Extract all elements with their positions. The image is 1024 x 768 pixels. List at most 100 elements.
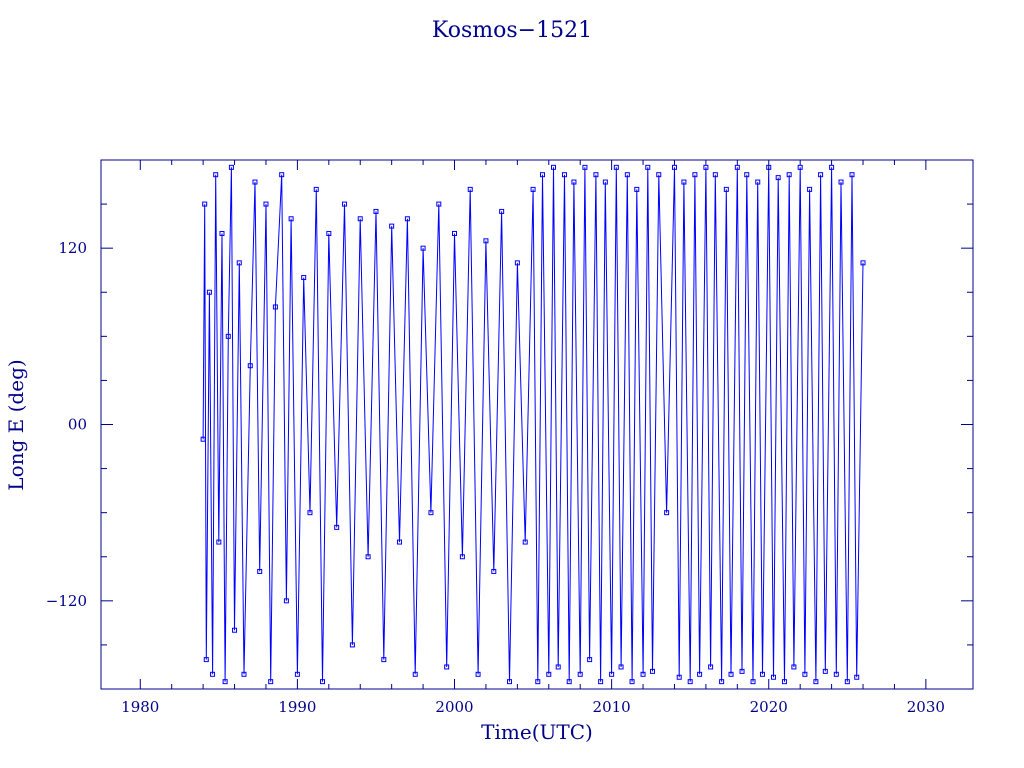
data-point-marker (813, 679, 819, 685)
data-point-marker (618, 664, 624, 670)
data-point-marker (561, 172, 567, 178)
data-point-marker (755, 179, 761, 185)
data-point-marker (744, 172, 750, 178)
data-point-marker (546, 671, 552, 677)
data-point-marker (444, 664, 450, 670)
data-point-marker (283, 598, 289, 604)
data-point-marker (750, 679, 756, 685)
data-point-marker (200, 436, 206, 442)
data-point-marker (241, 671, 247, 677)
data-point-marker (467, 186, 473, 192)
x-tick-label: 2020 (750, 698, 788, 716)
data-point-marker (279, 172, 285, 178)
ticks-layer (101, 159, 973, 690)
data-point-marker (671, 164, 677, 170)
data-point-marker (213, 172, 219, 178)
data-point-marker (263, 201, 269, 207)
data-point-marker (491, 568, 497, 574)
data-point-marker (483, 238, 489, 244)
data-point-marker (708, 664, 714, 670)
data-point-marker (593, 172, 599, 178)
chart-title: Kosmos−1521 (432, 18, 592, 43)
x-tick-label: 2000 (435, 698, 473, 716)
data-point-marker (697, 671, 703, 677)
data-point-marker (232, 627, 238, 633)
data-point-marker (587, 657, 593, 663)
plot-area (200, 164, 866, 685)
data-point-marker (640, 671, 646, 677)
data-point-marker (649, 668, 655, 674)
data-point-marker (334, 524, 340, 530)
data-point-marker (428, 510, 434, 516)
data-point-marker (365, 554, 371, 560)
data-point-marker (397, 539, 403, 545)
data-point-marker (514, 260, 520, 266)
data-point-marker (294, 671, 300, 677)
data-point-marker (781, 679, 787, 685)
data-point-marker (609, 671, 615, 677)
data-point-marker (210, 671, 216, 677)
data-point-marker (833, 671, 839, 677)
x-tick-label: 2010 (593, 698, 631, 716)
y-tick-label: 00 (68, 416, 87, 434)
data-point-marker (712, 172, 718, 178)
data-point-marker (550, 164, 556, 170)
data-point-marker (272, 304, 278, 310)
data-point-marker (739, 668, 745, 674)
data-point-marker (860, 260, 866, 266)
data-point-marker (452, 230, 458, 236)
data-point-marker (598, 679, 604, 685)
data-point-marker (420, 245, 426, 251)
data-point-marker (459, 554, 465, 560)
data-point-marker (389, 223, 395, 229)
data-point-marker (854, 674, 860, 680)
data-point-marker (829, 164, 835, 170)
x-tick-label: 2030 (907, 698, 945, 716)
data-point-marker (838, 179, 844, 185)
x-tick-label: 1980 (121, 698, 159, 716)
data-point-marker (634, 186, 640, 192)
y-axis-label: Long E (deg) (4, 359, 28, 490)
data-point-marker (268, 679, 274, 685)
data-point-marker (692, 172, 698, 178)
data-point-marker (206, 289, 212, 295)
data-point-marker (326, 230, 332, 236)
data-point-marker (681, 179, 687, 185)
data-point-marker (844, 679, 850, 685)
data-point-marker (728, 671, 734, 677)
data-point-marker (849, 172, 855, 178)
data-point-marker (320, 679, 326, 685)
data-point-marker (566, 679, 572, 685)
data-point-marker (723, 186, 729, 192)
data-point-marker (313, 186, 319, 192)
data-point-marker (288, 216, 294, 222)
marker-layer (200, 164, 866, 685)
y-tick-label: −120 (46, 592, 87, 610)
data-point-marker (624, 172, 630, 178)
data-point-marker (381, 657, 387, 663)
x-axis-label: Time(UTC) (481, 720, 593, 744)
data-point-marker (770, 674, 776, 680)
data-point-marker (734, 164, 740, 170)
data-point-marker (582, 164, 588, 170)
data-point-marker (786, 172, 792, 178)
data-point-marker (703, 164, 709, 170)
data-point-marker (203, 657, 209, 663)
data-point-marker (216, 539, 222, 545)
data-point-marker (629, 679, 635, 685)
data-point-marker (257, 568, 263, 574)
data-point-marker (818, 172, 824, 178)
data-point-marker (602, 179, 608, 185)
data-point-marker (645, 164, 651, 170)
data-point-marker (222, 679, 228, 685)
data-point-marker (802, 671, 808, 677)
data-point-marker (687, 679, 693, 685)
data-point-marker (436, 201, 442, 207)
data-point-marker (522, 539, 528, 545)
data-point-marker (307, 510, 313, 516)
data-point-marker (664, 510, 670, 516)
data-point-marker (412, 671, 418, 677)
data-point-marker (349, 642, 355, 648)
data-point-marker (571, 179, 577, 185)
